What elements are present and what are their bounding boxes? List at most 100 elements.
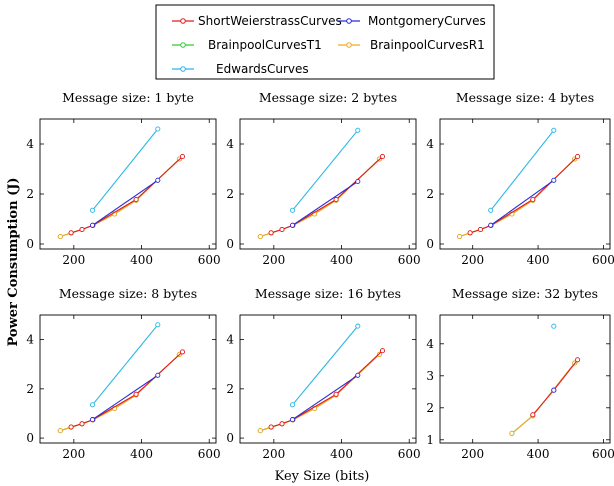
data-point: [355, 372, 361, 378]
x-tick-label: 200: [461, 447, 484, 461]
x-tick-label: 600: [198, 447, 221, 461]
data-point: [333, 196, 339, 203]
series-BrainpoolCurvesT1: [57, 156, 182, 240]
series-ShortWeierstrassCurves: [68, 349, 186, 430]
y-tick-label: 4: [426, 337, 434, 351]
data-point: [289, 402, 296, 408]
series-line: [292, 181, 359, 226]
data-point: [551, 323, 557, 329]
series-EdwardsCurves: [89, 322, 161, 408]
data-point: [551, 127, 557, 133]
y-tick-label: 0: [226, 431, 234, 445]
x-tick-label: 200: [262, 253, 285, 267]
data-point: [89, 222, 96, 228]
data-point: [268, 230, 274, 236]
legend-swatch-marker: [180, 66, 186, 72]
x-tick-label: 200: [62, 253, 85, 267]
series-line: [511, 362, 576, 434]
data-point: [355, 178, 361, 185]
data-point: [133, 391, 139, 397]
subplot: Message size: 32 bytes 200 400 600 1 2 3 4: [426, 286, 614, 461]
data-point: [355, 127, 361, 133]
legend-label: BrainpoolCurvesT1: [208, 38, 322, 52]
x-tick-label: 600: [592, 253, 614, 267]
series-ShortWeierstrassCurves: [268, 348, 386, 430]
legend-entry: BrainpoolCurvesR1: [338, 38, 485, 52]
data-point: [333, 391, 339, 397]
data-point: [289, 222, 296, 228]
series-line: [260, 158, 380, 238]
subplot-title: Message size: 32 bytes: [452, 286, 598, 301]
x-tick-label: 200: [62, 447, 85, 461]
y-tick-label: 0: [26, 431, 34, 445]
data-point: [57, 233, 63, 240]
subplot-title: Message size: 4 bytes: [456, 90, 594, 105]
y-tick-label: 2: [26, 187, 34, 201]
series-line: [260, 158, 380, 238]
data-point: [355, 323, 361, 329]
subplot: Message size: 4 bytes 200 400 600 0 2 4: [426, 90, 614, 267]
plot-frame: [239, 118, 417, 250]
series-line: [511, 362, 576, 434]
data-point: [530, 196, 536, 203]
series-BrainpoolCurvesT1: [57, 351, 182, 434]
y-tick-label: 4: [26, 333, 34, 347]
series-EdwardsCurves: [551, 323, 557, 329]
x-tick-label: 200: [461, 253, 484, 267]
series-line: [60, 158, 180, 238]
legend-label: BrainpoolCurvesR1: [370, 38, 485, 52]
data-point: [89, 417, 96, 423]
x-tick-label: 600: [592, 447, 614, 461]
data-point: [379, 348, 386, 354]
series-MontgomeryCurves: [289, 372, 361, 423]
data-point: [79, 421, 85, 427]
y-tick-label: 2: [226, 382, 234, 396]
series-line: [92, 128, 159, 211]
series-line: [459, 158, 576, 238]
x-tick-label: 400: [130, 253, 153, 267]
legend-swatch-marker: [346, 42, 352, 48]
plot-frame: [39, 118, 217, 250]
data-point: [155, 177, 161, 183]
legend-entry: ShortWeierstrassCurves: [172, 14, 342, 28]
legend-label: EdwardsCurves: [216, 62, 309, 76]
subplot: Message size: 8 bytes 200 400 600 0 2 4: [26, 286, 220, 461]
data-point: [279, 421, 285, 427]
x-tick-label: 400: [330, 253, 353, 267]
legend-entry: BrainpoolCurvesT1: [172, 38, 322, 52]
series-line: [92, 179, 159, 226]
series-EdwardsCurves: [289, 127, 361, 213]
y-tick-label: 4: [226, 333, 234, 347]
y-tick-label: 4: [226, 137, 234, 151]
series-line: [92, 324, 159, 406]
series-line: [459, 158, 576, 238]
subplot: Message size: 2 bytes 200 400 600 0 2 4: [226, 90, 420, 267]
data-point: [179, 153, 186, 160]
series-line: [292, 129, 359, 211]
x-tick-label: 600: [398, 447, 421, 461]
subplot: Message size: 1 byte 200 400 600 0 2 4: [26, 90, 220, 267]
data-point: [133, 196, 139, 203]
data-point: [379, 153, 386, 160]
data-point: [289, 417, 296, 423]
series-line: [92, 374, 159, 421]
x-tick-label: 600: [398, 253, 421, 267]
series-line: [292, 374, 359, 421]
series-BrainpoolCurvesR1: [457, 156, 578, 240]
series-line: [60, 353, 180, 432]
y-tick-label: 2: [26, 382, 34, 396]
data-point: [179, 349, 186, 355]
data-point: [575, 357, 581, 363]
data-point: [289, 207, 296, 213]
data-point: [257, 428, 263, 434]
data-point: [89, 207, 96, 213]
series-EdwardsCurves: [488, 127, 557, 213]
subplot-title: Message size: 16 bytes: [255, 286, 401, 301]
x-tick-label: 600: [198, 253, 221, 267]
series-line: [60, 353, 180, 432]
series-ShortWeierstrassCurves: [467, 153, 581, 236]
x-tick-label: 400: [330, 447, 353, 461]
y-axis-label: Power Consumption (J): [6, 177, 21, 346]
data-point: [477, 226, 484, 233]
